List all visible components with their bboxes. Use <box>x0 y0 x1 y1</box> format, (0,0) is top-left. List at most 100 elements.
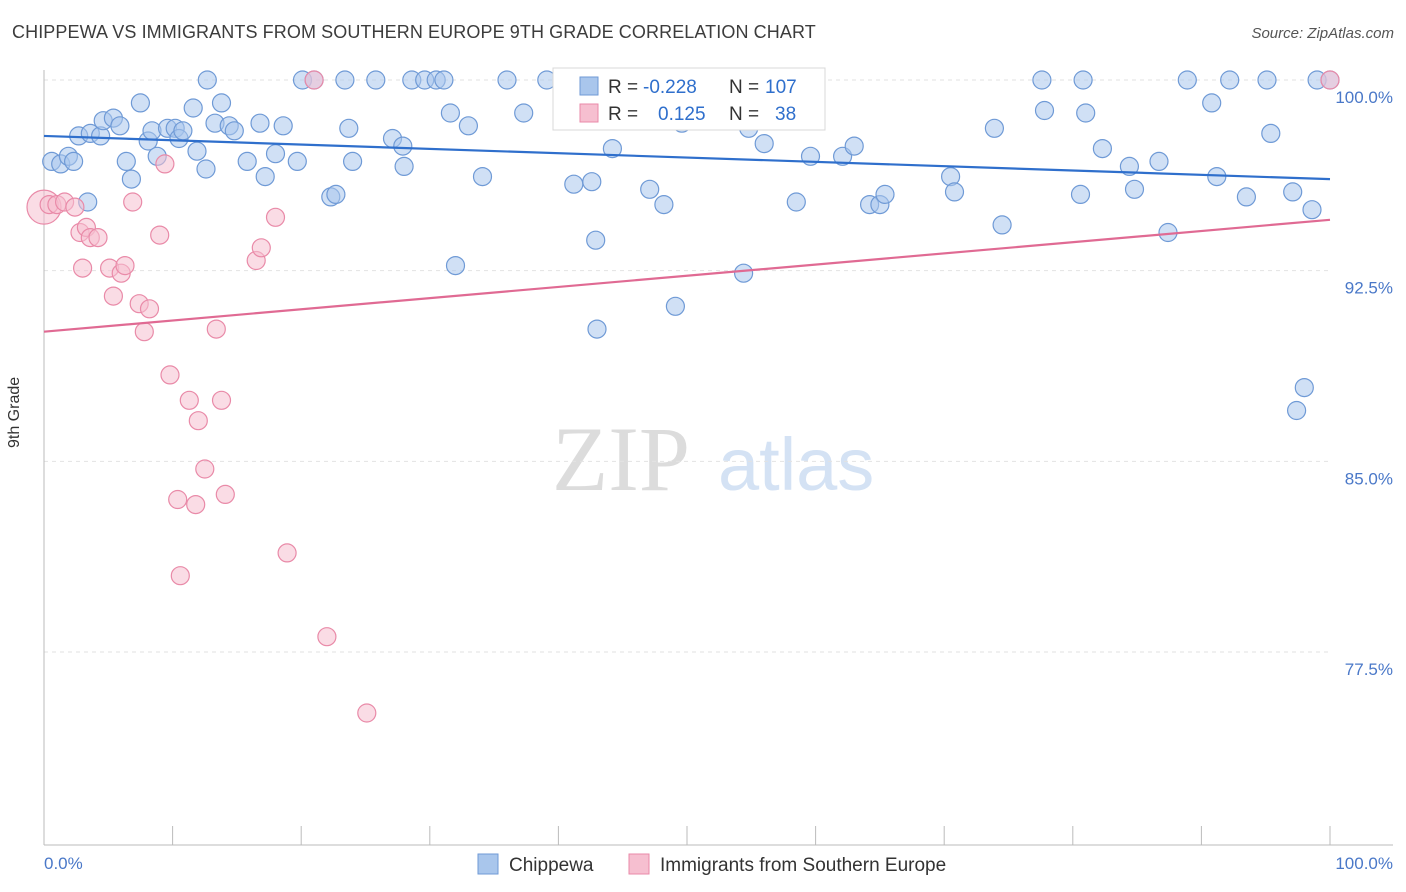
chippewa-point-79 <box>875 184 895 204</box>
chippewa-point-60 <box>587 319 607 339</box>
watermark-atlas: atlas <box>718 423 874 506</box>
chippewa-point-12 <box>121 169 141 189</box>
legend-swatch-chippewa <box>477 853 499 875</box>
chippewa-point-88 <box>1076 103 1096 123</box>
chippewa-point-26 <box>211 93 232 113</box>
stats-r-label-2: R = <box>608 104 638 125</box>
chippewa-point-59 <box>586 230 606 250</box>
immigrants-point-32 <box>265 207 286 227</box>
immigrants-point-14 <box>123 192 143 212</box>
stats-r-value-2: 0.125 <box>658 104 706 125</box>
chippewa-point-30 <box>250 113 270 133</box>
immigrants-point-29 <box>215 484 235 504</box>
chippewa-point-20 <box>173 121 193 141</box>
chippewa-point-89 <box>1092 139 1113 159</box>
stats-legend-swatch-immigrants <box>579 103 599 123</box>
chippewa-point-39 <box>335 70 355 90</box>
chippewa-point-97 <box>1220 70 1240 90</box>
immigrants-point-36 <box>357 703 377 723</box>
stats-n-label-1: N = <box>729 77 759 98</box>
chippewa-point-94 <box>1177 70 1197 90</box>
chippewa-point-40 <box>339 118 359 138</box>
chippewa-point-57 <box>564 174 584 194</box>
chippewa-point-22 <box>187 141 207 161</box>
legend-label-immigrants: Immigrants from Southern Europe <box>660 855 946 876</box>
chippewa-point-92 <box>1149 151 1169 171</box>
immigrants-point-23 <box>179 390 199 410</box>
chippewa-point-55 <box>514 103 534 123</box>
chippewa-point-23 <box>196 159 216 179</box>
chippewa-point-102 <box>1286 400 1307 421</box>
chippewa-point-83 <box>992 215 1012 235</box>
chippewa-point-100 <box>1261 123 1281 143</box>
chippewa-point-44 <box>393 136 413 156</box>
chart-title: CHIPPEWA VS IMMIGRANTS FROM SOUTHERN EUR… <box>12 22 816 42</box>
chippewa-point-61 <box>602 139 623 159</box>
y-tick-label-3: 77.5% <box>1345 660 1393 679</box>
chippewa-point-10 <box>110 116 130 136</box>
chippewa-point-90 <box>1119 156 1140 176</box>
chippewa-point-11 <box>116 151 136 171</box>
chippewa-point-85 <box>1034 100 1055 121</box>
immigrants-point-4 <box>65 197 85 217</box>
y-tick-label-1: 92.5% <box>1345 279 1393 298</box>
stats-n-value-1: 107 <box>765 77 797 98</box>
chippewa-point-31 <box>255 167 275 187</box>
chippewa-point-64 <box>654 195 674 215</box>
chippewa-point-84 <box>1032 70 1052 90</box>
chippewa-point-51 <box>445 256 466 276</box>
immigrants-point-17 <box>139 299 160 319</box>
chippewa-point-101 <box>1283 182 1303 202</box>
chippewa-point-82 <box>984 118 1005 138</box>
chippewa-point-42 <box>366 70 386 90</box>
legend-swatch-immigrants <box>628 853 650 875</box>
immigrants-point-33 <box>277 543 297 563</box>
chippewa-point-28 <box>224 121 244 141</box>
chippewa-point-103 <box>1294 378 1314 398</box>
chippewa-point-73 <box>786 192 806 212</box>
trend-lines <box>43 134 1331 333</box>
immigrants-point-6 <box>72 258 93 278</box>
chippewa-point-54 <box>497 70 517 90</box>
chippewa-point-3 <box>63 151 84 171</box>
stats-n-value-2: 38 <box>775 104 796 125</box>
chippewa-point-86 <box>1070 184 1091 204</box>
chippewa-point-104 <box>1302 200 1322 220</box>
chippewa-point-34 <box>287 151 307 171</box>
chippewa-point-29 <box>237 151 257 171</box>
chippewa-point-41 <box>343 151 363 171</box>
y-tick-label-0: 100.0% <box>1335 88 1393 107</box>
legend-label-chippewa: Chippewa <box>509 855 594 876</box>
chippewa-point-53 <box>472 167 493 187</box>
immigrants-point-24 <box>186 495 206 515</box>
chippewa-point-81 <box>944 182 965 202</box>
chippewa-point-52 <box>458 116 478 136</box>
immigrants-point-16 <box>134 322 154 342</box>
immigrants-point-19 <box>155 154 175 174</box>
chippewa-point-32 <box>265 144 286 164</box>
immigrants-point-28 <box>211 390 232 410</box>
immigrants-point-20 <box>160 365 180 385</box>
immigrants-point-11 <box>103 286 124 306</box>
stats-r-label-1: R = <box>608 77 638 98</box>
chippewa-point-65 <box>665 296 686 316</box>
chippewa-point-76 <box>844 136 864 156</box>
immigrants-point-31 <box>251 238 271 258</box>
chippewa-point-99 <box>1257 70 1277 90</box>
bottom-legend: Chippewa Immigrants from Southern Europe <box>477 853 946 876</box>
stats-legend: R = -0.228 N = 107 R = 0.125 N = 38 <box>552 67 826 131</box>
chart-source: Source: ZipAtlas.com <box>1251 25 1394 42</box>
chippewa-point-72 <box>754 134 774 154</box>
immigrants-point-37 <box>1320 70 1340 90</box>
chippewa-point-24 <box>197 70 217 90</box>
chippewa-point-87 <box>1073 70 1093 90</box>
immigrants-point-34 <box>304 70 324 90</box>
x-tick-label-0: 0.0% <box>44 854 83 873</box>
immigrants-point-27 <box>206 319 226 339</box>
immigrants-point-13 <box>115 256 135 276</box>
chippewa-point-21 <box>183 98 203 118</box>
chippewa-point-38 <box>326 184 346 204</box>
chippewa-point-58 <box>582 172 602 192</box>
stats-legend-swatch-chippewa <box>579 76 599 96</box>
tick-labels: 100.0% 92.5% 85.0% 77.5% 0.0% 100.0% <box>44 88 1393 873</box>
